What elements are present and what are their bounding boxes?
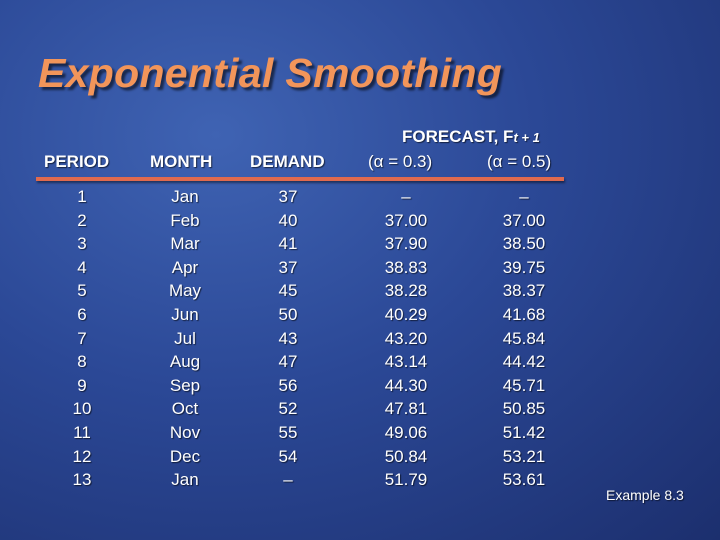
cell-period: 2: [77, 210, 87, 230]
cell-demand: 47: [278, 352, 298, 372]
cell-month: Jan: [171, 470, 199, 490]
cell-alpha-05: 45.84: [502, 328, 546, 348]
cell-alpha-03: 37.90: [384, 234, 428, 254]
cell-month: Dec: [169, 446, 201, 466]
example-label: Example 8.3: [606, 487, 684, 503]
cell-month: Apr: [171, 257, 199, 277]
header-month: MONTH: [150, 152, 213, 171]
header-forecast: FORECAST, Ft + 1: [402, 127, 540, 147]
column-forecast-alpha-05: – 37.00 38.50 39.75 38.37 41.68 45.84 44.42 45.7…: [490, 185, 558, 492]
cell-alpha-03: 50.84: [384, 446, 428, 466]
column-demand: 37 40 41 37 45 50 43 47 56 52 55 54 –: [268, 185, 308, 492]
cell-alpha-05: 38.50: [502, 234, 546, 254]
cell-demand: 56: [278, 375, 298, 395]
cell-period: 11: [73, 422, 91, 442]
cell-alpha-05: 39.75: [502, 257, 546, 277]
cell-alpha-05: 37.00: [502, 210, 546, 230]
cell-alpha-03: 38.28: [384, 281, 428, 301]
cell-month: Jun: [171, 304, 199, 324]
cell-demand: 37: [278, 257, 298, 277]
cell-month: Jan: [171, 187, 199, 206]
cell-period: 13: [72, 470, 92, 490]
cell-demand: 52: [278, 399, 298, 419]
cell-period: 4: [77, 257, 87, 277]
column-month: Jan Feb Mar Apr May Jun Jul Aug Sep Oct Nov Dec Jan: [160, 185, 210, 492]
cell-alpha-05: 45.71: [502, 375, 546, 395]
cell-alpha-05: 50.85: [502, 399, 546, 419]
cell-alpha-05: –: [519, 187, 529, 206]
header-divider: [36, 177, 564, 181]
cell-alpha-03: 44.30: [384, 375, 428, 395]
cell-alpha-05: 53.61: [502, 470, 546, 490]
cell-demand: 40: [278, 210, 298, 230]
cell-alpha-03: 37.00: [384, 210, 428, 230]
cell-month: Sep: [169, 375, 201, 395]
header-alpha-05: (α = 0.5): [487, 152, 552, 171]
header-forecast-subscript: t + 1: [513, 130, 540, 145]
slide-title: Exponential Smoothing: [38, 50, 503, 96]
cell-period: 3: [77, 234, 87, 254]
cell-period: 9: [77, 375, 87, 395]
cell-month: Nov: [169, 422, 201, 442]
cell-alpha-03: –: [401, 187, 411, 206]
cell-alpha-05: 41.68: [502, 304, 546, 324]
cell-demand: –: [283, 470, 293, 490]
cell-month: Oct: [171, 399, 199, 419]
cell-alpha-05: 38.37: [502, 281, 546, 301]
cell-alpha-03: 43.14: [384, 352, 428, 372]
cell-alpha-03: 51.79: [384, 470, 428, 490]
header-demand: DEMAND: [250, 152, 325, 171]
cell-period: 5: [77, 281, 87, 301]
header-period: PERIOD: [44, 152, 110, 171]
cell-alpha-03: 43.20: [384, 328, 428, 348]
cell-month: Jul: [174, 328, 196, 348]
cell-month: Mar: [170, 234, 200, 254]
cell-demand: 41: [278, 234, 298, 254]
cell-alpha-05: 44.42: [502, 352, 546, 372]
cell-demand: 50: [278, 304, 298, 324]
cell-alpha-03: 40.29: [384, 304, 428, 324]
column-period: 1 2 3 4 5 6 7 8 9 10 11 12 13: [60, 185, 104, 492]
cell-month: May: [168, 281, 202, 301]
column-forecast-alpha-03: – 37.00 37.90 38.83 38.28 40.29 43.20 43.14 44.3…: [372, 185, 440, 492]
cell-period: 8: [77, 352, 87, 372]
cell-demand: 43: [278, 328, 298, 348]
cell-alpha-03: 49.06: [384, 422, 428, 442]
cell-alpha-05: 51.42: [502, 422, 546, 442]
cell-period: 10: [72, 399, 92, 419]
cell-period: 12: [72, 446, 92, 466]
cell-demand: 45: [278, 281, 298, 301]
cell-alpha-05: 53.21: [502, 446, 546, 466]
cell-demand: 55: [278, 422, 298, 442]
header-alpha-03: (α = 0.3): [368, 152, 433, 171]
header-forecast-main: FORECAST, F: [402, 127, 514, 146]
cell-period: 7: [77, 328, 87, 348]
cell-demand: 54: [278, 446, 298, 466]
cell-alpha-03: 47.81: [384, 399, 428, 419]
cell-month: Aug: [169, 352, 201, 372]
cell-demand: 37: [278, 187, 298, 206]
cell-alpha-03: 38.83: [384, 257, 428, 277]
cell-month: Feb: [170, 210, 200, 230]
cell-period: 6: [77, 304, 87, 324]
cell-period: 1: [77, 187, 87, 206]
